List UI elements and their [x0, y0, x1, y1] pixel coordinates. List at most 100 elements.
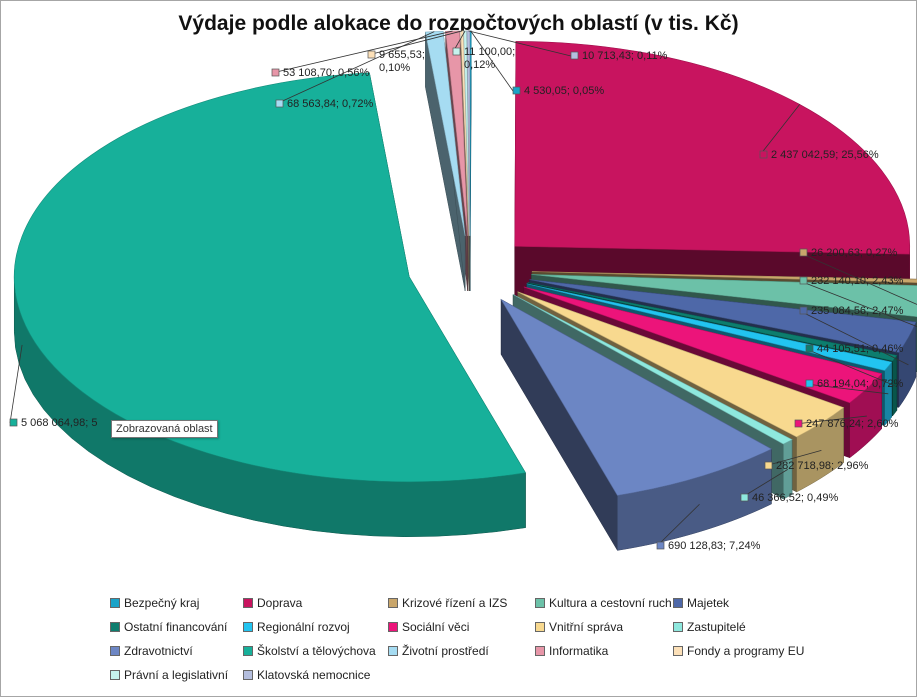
legend-label: Bezpečný kraj [124, 596, 200, 610]
data-label-15: 11 100,00; [464, 46, 515, 58]
legend-item-doprava[interactable]: Doprava [243, 596, 302, 610]
leader-line-1 [759, 104, 801, 156]
chart-legend: Bezpečný kraj Doprava Krizové řízení a IZS… [110, 596, 810, 688]
legend-label: Ostatní financování [124, 620, 228, 634]
legend-label: Fondy a programy EU [687, 644, 805, 658]
legend-item-region-ln-rozvoj[interactable]: Regionální rozvoj [243, 620, 350, 634]
legend-label: Vnitřní správa [549, 620, 624, 634]
legend-item-vnit-n-spr-va[interactable]: Vnitřní správa [535, 620, 623, 634]
legend-swatch [535, 646, 545, 656]
legend-label: Sociální věci [402, 620, 470, 634]
leader-line-16 [468, 30, 572, 57]
data-label-11: 5 068 064,98; 5 [21, 417, 97, 429]
slice-soci-ln-v-ci[interactable] [523, 286, 883, 404]
label-marker-16 [570, 51, 579, 60]
legend-label: Klatovská nemocnice [257, 668, 371, 682]
slice-kultura-a-cestovn-ruch[interactable] [531, 274, 917, 318]
legend-swatch [243, 622, 253, 632]
slice-zastupitel-[interactable] [512, 294, 793, 445]
legend-item--kolstv-a-t-lov-chova[interactable]: Školství a tělovýchova [243, 644, 376, 658]
legend-swatch [388, 622, 398, 632]
legend-label: Zdravotnictví [124, 644, 193, 658]
legend-item-zdravotnictv-[interactable]: Zdravotnictví [110, 644, 193, 658]
legend-label: Právní a legislativní [124, 668, 229, 682]
data-label-9: 46 366,52; 0,49% [752, 492, 838, 504]
slice-zdravotnictv-[interactable] [500, 298, 773, 496]
legend-swatch [535, 622, 545, 632]
label-marker-15 [452, 47, 461, 56]
legend-label: Krizové řízení a IZS [402, 596, 508, 610]
chart-tooltip: Zobrazovaná oblast [111, 420, 218, 438]
legend-swatch [110, 670, 120, 680]
data-label-7: 247 876,24; 2,60% [806, 418, 899, 430]
data-labels: 4 530,05; 0,05% 2 437 042,59; 25,56% 26 20… [9, 30, 917, 552]
label-marker-6 [805, 379, 814, 388]
legend-item-majetek[interactable]: Majetek [673, 596, 729, 610]
label-marker-3 [799, 276, 808, 285]
pie-tops [13, 30, 917, 496]
leader-line-9 [740, 469, 788, 499]
leader-line-2 [799, 252, 917, 305]
label-marker-5 [805, 344, 814, 353]
legend-item-kultura-a-cestovn-ruch[interactable]: Kultura a cestovní ruch [535, 596, 672, 610]
label-marker-8 [764, 461, 773, 470]
leader-line-11 [9, 344, 23, 424]
leader-line-14 [367, 30, 463, 56]
legend-item-bezpe-n-kraj[interactable]: Bezpečný kraj [110, 596, 199, 610]
legend-item-ostatn-financov-n-[interactable]: Ostatní financování [110, 620, 227, 634]
legend-swatch [243, 598, 253, 608]
label-marker-0 [512, 86, 521, 95]
legend-label: Životní prostředí [402, 644, 489, 658]
legend-item-krizov-zen-a-izs[interactable]: Krizové řízení a IZS [388, 596, 507, 610]
label-marker-9 [740, 493, 749, 502]
slice-region-ln-rozvoj[interactable] [526, 283, 893, 371]
label-marker-11 [9, 418, 18, 427]
leader-line-7 [794, 415, 867, 425]
data-label-4: 235 084,56; 2,47% [811, 305, 904, 317]
legend-label: Doprava [257, 596, 303, 610]
slice-doprava[interactable] [514, 41, 911, 255]
leader-line-5 [805, 348, 895, 387]
leader-line-8 [764, 449, 822, 467]
data-label-0: 4 530,05; 0,05% [524, 85, 604, 97]
legend-item--ivotn-prost-ed-[interactable]: Životní prostředí [388, 644, 489, 658]
data-label-15-1: 0,12% [464, 59, 495, 71]
data-label-1: 2 437 042,59; 25,56% [771, 149, 879, 161]
legend-swatch [243, 670, 253, 680]
legend-item-informatika[interactable]: Informatika [535, 644, 608, 658]
legend-swatch [388, 646, 398, 656]
data-label-8: 282 718,98; 2,96% [776, 460, 869, 472]
legend-label: Kultura a cestovní ruch [549, 596, 672, 610]
data-label-6: 68 194,04; 0,72% [817, 378, 903, 390]
slice-majetek[interactable] [529, 279, 917, 353]
data-label-14-1: 0,10% [379, 62, 410, 74]
label-marker-4 [799, 306, 808, 315]
legend-label: Majetek [687, 596, 730, 610]
legend-item-pr-vn-a-legislativn-[interactable]: Právní a legislativní [110, 668, 228, 682]
slice--kolstv-a-t-lov-chova[interactable] [13, 72, 526, 483]
data-label-10: 690 128,83; 7,24% [668, 540, 761, 552]
leader-line-13 [271, 30, 453, 74]
data-label-16: 10 713,43; 0,11% [582, 50, 668, 62]
slice-vnit-n-spr-va[interactable] [517, 291, 845, 438]
legend-item-klatovsk-nemocnice[interactable]: Klatovská nemocnice [243, 668, 370, 682]
legend-swatch [388, 598, 398, 608]
legend-label: Informatika [549, 644, 609, 658]
data-label-2: 26 200,63; 0,27% [811, 247, 897, 259]
chart-title: Výdaje podle alokace do rozpočtových obl… [178, 12, 739, 35]
data-label-13: 53 108,70; 0,56% [283, 67, 369, 79]
legend-item-soci-ln-v-ci[interactable]: Sociální věci [388, 620, 469, 634]
data-label-12: 68 563,84; 0,72% [287, 98, 373, 110]
leader-line-12 [275, 31, 435, 105]
data-label-14: 9 655,53; [379, 49, 425, 61]
leader-line-10 [656, 503, 700, 547]
legend-swatch [673, 598, 683, 608]
legend-swatch [243, 646, 253, 656]
data-label-3: 232 140,10; 2,43% [811, 275, 904, 287]
legend-swatch [673, 622, 683, 632]
legend-item-zastupitel-[interactable]: Zastupitelé [673, 620, 746, 634]
legend-item-fondy-a-programy-eu[interactable]: Fondy a programy EU [673, 644, 804, 658]
leader-line-0 [470, 30, 514, 92]
label-marker-13 [271, 68, 280, 77]
